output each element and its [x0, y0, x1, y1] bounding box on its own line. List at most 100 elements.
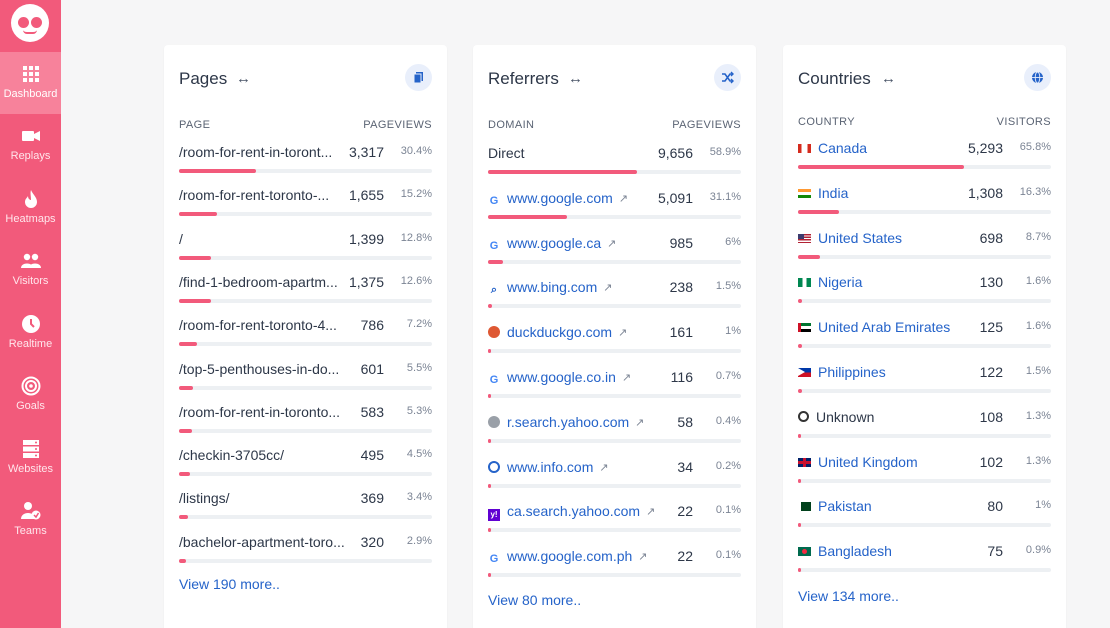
expand-icon[interactable]: ↔	[881, 70, 896, 87]
table-row[interactable]: Bangladesh 75 0.9%	[798, 543, 1051, 579]
info-icon	[488, 460, 500, 473]
table-row[interactable]: Pakistan 80 1%	[798, 498, 1051, 534]
table-row[interactable]: Nigeria 130 1.6%	[798, 274, 1051, 310]
row-label-text[interactable]: United Kingdom	[818, 453, 918, 470]
row-label[interactable]: ⌕ www.bing.com ↗	[488, 279, 613, 296]
progress-track	[488, 259, 741, 264]
table-row[interactable]: ⌕ www.bing.com ↗ 238 1.5%	[488, 279, 741, 315]
row-label[interactable]: United States	[798, 230, 902, 246]
table-row[interactable]: /bachelor-apartment-toro... 320 2.9%	[179, 534, 432, 570]
row-label[interactable]: Canada	[798, 140, 867, 156]
row-value: 108	[979, 408, 1003, 425]
nav-visitors[interactable]: Visitors	[0, 239, 61, 301]
nav-replays[interactable]: Replays	[0, 114, 61, 176]
nav-heatmaps[interactable]: Heatmaps	[0, 177, 61, 239]
progress-fill	[488, 394, 491, 398]
view-more-link[interactable]: View 134 more..	[798, 588, 899, 604]
table-row[interactable]: r.search.yahoo.com ↗ 58 0.4%	[488, 414, 741, 450]
app-logo[interactable]	[11, 4, 49, 42]
external-link-icon[interactable]: ↗	[599, 461, 609, 474]
row-label-text[interactable]: India	[818, 184, 849, 201]
table-row[interactable]: /room-for-rent-in-toronto... 583 5.3%	[179, 404, 432, 440]
table-row[interactable]: /listings/369 3.4%	[179, 490, 432, 526]
row-label[interactable]: United Kingdom	[798, 454, 918, 470]
row-label[interactable]: Bangladesh	[798, 543, 892, 559]
row-label-text[interactable]: ca.search.yahoo.com	[507, 503, 641, 520]
table-row[interactable]: /checkin-3705cc/495 4.5%	[179, 447, 432, 483]
expand-icon[interactable]: ↔	[236, 70, 251, 87]
row-label[interactable]: duckduckgo.com ↗	[488, 324, 627, 340]
table-row[interactable]: Direct 9,656 58.9%	[488, 145, 741, 181]
view-more-link[interactable]: View 190 more..	[179, 576, 280, 592]
row-label-text[interactable]: Nigeria	[818, 274, 863, 291]
external-link-icon[interactable]: ↗	[638, 551, 648, 564]
row-label-text[interactable]: www.google.com	[507, 189, 613, 206]
row-label[interactable]: India	[798, 185, 848, 201]
row-label-text[interactable]: United Arab Emirates	[818, 319, 951, 336]
external-link-icon[interactable]: ↗	[621, 372, 632, 384]
row-label[interactable]: United Arab Emirates	[798, 319, 950, 335]
row-label[interactable]: www.info.com ↗	[488, 459, 609, 475]
row-label-text[interactable]: www.info.com	[507, 458, 594, 475]
table-row[interactable]: United Kingdom 102 1.3%	[798, 454, 1051, 490]
expand-icon[interactable]: ↔	[568, 70, 583, 87]
row-label-text[interactable]: Philippines	[818, 364, 886, 380]
table-row[interactable]: /room-for-rent-toronto-... 1,655 15.2%	[179, 187, 432, 223]
external-link-icon[interactable]: ↗	[646, 506, 656, 519]
external-link-icon[interactable]: ↗	[603, 282, 613, 295]
row-label-text[interactable]: duckduckgo.com	[507, 324, 613, 341]
row-label-text[interactable]: r.search.yahoo.com	[507, 413, 630, 430]
row-label-text: /room-for-rent-in-toront...	[179, 144, 333, 160]
shuffle-button[interactable]	[714, 64, 741, 91]
row-label[interactable]: y! ca.search.yahoo.com ↗	[488, 503, 656, 522]
row-label-text[interactable]: www.google.com.ph	[507, 548, 633, 565]
row-label-text[interactable]: Pakistan	[818, 498, 872, 515]
row-value: 22	[677, 503, 693, 520]
table-row[interactable]: United Arab Emirates 125 1.6%	[798, 319, 1051, 355]
external-link-icon[interactable]: ↗	[635, 416, 645, 429]
table-row[interactable]: United States 698 8.7%	[798, 230, 1051, 266]
table-row[interactable]: / 1,399 12.8%	[179, 231, 432, 267]
table-row[interactable]: Philippines 122 1.5%	[798, 364, 1051, 400]
table-row[interactable]: Canada 5,293 65.8%	[798, 140, 1051, 176]
table-row[interactable]: /room-for-rent-in-toront... 3,317 30.4%	[179, 144, 432, 180]
row-label-text[interactable]: www.google.ca	[507, 234, 602, 251]
nav-teams[interactable]: Teams	[0, 489, 61, 551]
nav-dashboard[interactable]: Dashboard	[0, 52, 61, 114]
row-label[interactable]: Nigeria	[798, 274, 862, 290]
row-label-text[interactable]: www.bing.com	[507, 279, 598, 296]
row-label-text[interactable]: United States	[818, 229, 903, 246]
row-label-text[interactable]: www.google.co.in	[507, 369, 616, 385]
nav-websites[interactable]: Websites	[0, 427, 61, 489]
table-row[interactable]: duckduckgo.com ↗ 161 1%	[488, 324, 741, 360]
nav-realtime[interactable]: Realtime	[0, 302, 61, 364]
external-link-icon[interactable]: ↗	[607, 237, 617, 250]
globe-button[interactable]	[1024, 64, 1051, 91]
external-link-icon[interactable]: ↗	[618, 192, 629, 205]
table-row[interactable]: www.info.com ↗ 34 0.2%	[488, 459, 741, 495]
row-label-text[interactable]: Canada	[818, 140, 868, 156]
table-row[interactable]: /top-5-penthouses-in-do... 601 5.5%	[179, 361, 432, 397]
referrers-card: Referrers ↔ DOMAIN PAGEVIEWS Direct 9,656…	[473, 45, 756, 628]
copy-button[interactable]	[405, 64, 432, 91]
table-row[interactable]: /find-1-bedroom-apartm... 1,375 12.6%	[179, 274, 432, 310]
table-row[interactable]: Unknown 108 1.3%	[798, 409, 1051, 445]
table-row[interactable]: /room-for-rent-toronto-4... 786 7.2%	[179, 317, 432, 353]
row-label-text[interactable]: Bangladesh	[818, 543, 892, 560]
nav-goals[interactable]: Goals	[0, 364, 61, 426]
table-row[interactable]: India 1,308 16.3%	[798, 185, 1051, 221]
view-more-link[interactable]: View 80 more..	[488, 592, 582, 608]
table-row[interactable]: y! ca.search.yahoo.com ↗ 22 0.1%	[488, 503, 741, 539]
row-label[interactable]: Philippines	[798, 364, 886, 380]
row-label[interactable]: Pakistan	[798, 498, 872, 514]
external-link-icon[interactable]: ↗	[618, 327, 628, 340]
row-label[interactable]: r.search.yahoo.com ↗	[488, 414, 644, 430]
